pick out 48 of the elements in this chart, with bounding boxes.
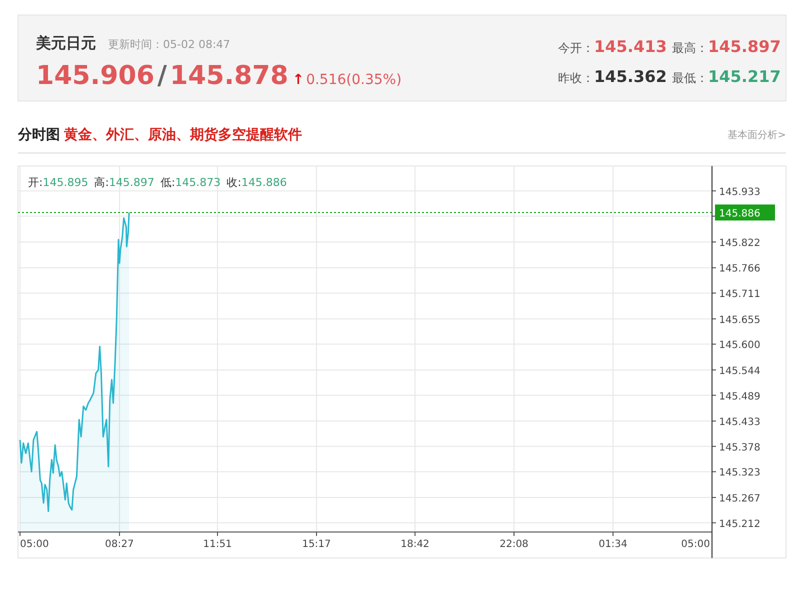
text: 145.362 <box>594 67 667 86</box>
y-tick-label: 145.711 <box>719 289 760 300</box>
y-tick-label: 145.933 <box>719 186 760 198</box>
annotation: 低: <box>160 176 176 189</box>
y-tick-label: 145.378 <box>719 442 760 454</box>
x-tick-label: 01:34 <box>598 539 628 550</box>
x-tick-label: 05:00 <box>681 539 710 550</box>
x-tick-label: 05:00 <box>20 539 49 550</box>
annotation: 145.895 <box>42 176 88 189</box>
x-tick-label: 08:27 <box>105 539 134 550</box>
y-tick-label: 145.822 <box>719 238 760 249</box>
annotation: 145.873 <box>175 176 221 189</box>
text: 更新时间：05-02 08:47 <box>108 38 230 51</box>
text: ↑ <box>292 72 304 88</box>
y-tick-label: 145.766 <box>719 264 760 275</box>
text: 最高： <box>672 41 708 55</box>
annotation: 收: <box>226 176 242 189</box>
text: 0.516(0.35%) <box>306 72 402 88</box>
text: 145.897 <box>708 37 781 56</box>
y-tick-label: 145.433 <box>719 417 760 428</box>
y-tick-label: 145.323 <box>719 468 760 479</box>
text: 145.878 <box>170 61 288 91</box>
annotation: 开: <box>28 176 43 189</box>
x-tick-label: 15:17 <box>302 539 331 550</box>
text: 145.413 <box>594 37 667 56</box>
x-tick-label: 18:42 <box>400 539 430 550</box>
ref-line-label: 145.886 <box>719 208 760 220</box>
annotation: 145.897 <box>108 176 154 189</box>
text: 黄金、外汇、原油、期货多空提醒软件 <box>63 126 302 143</box>
y-tick-label: 145.489 <box>719 391 760 402</box>
y-tick-label: 145.600 <box>719 340 760 352</box>
text: 基本面分析> <box>728 129 786 141</box>
text: / <box>157 61 168 91</box>
y-tick-label: 145.267 <box>719 493 760 504</box>
annotation: 145.886 <box>241 176 287 189</box>
y-tick-label: 145.212 <box>719 518 760 530</box>
text: 145.906 <box>36 61 154 91</box>
text: 分时图 <box>17 127 60 143</box>
text: 145.217 <box>708 67 781 86</box>
y-tick-label: 145.655 <box>719 314 760 326</box>
x-tick-label: 11:51 <box>203 539 232 550</box>
text: 今开： <box>558 41 594 55</box>
chart-title: 美元日元 <box>35 34 96 52</box>
x-tick-label: 22:08 <box>500 539 528 550</box>
text: 最低： <box>672 71 708 85</box>
text: 昨收： <box>558 71 594 85</box>
y-tick-label: 145.544 <box>719 366 760 377</box>
annotation: 高: <box>94 176 109 189</box>
